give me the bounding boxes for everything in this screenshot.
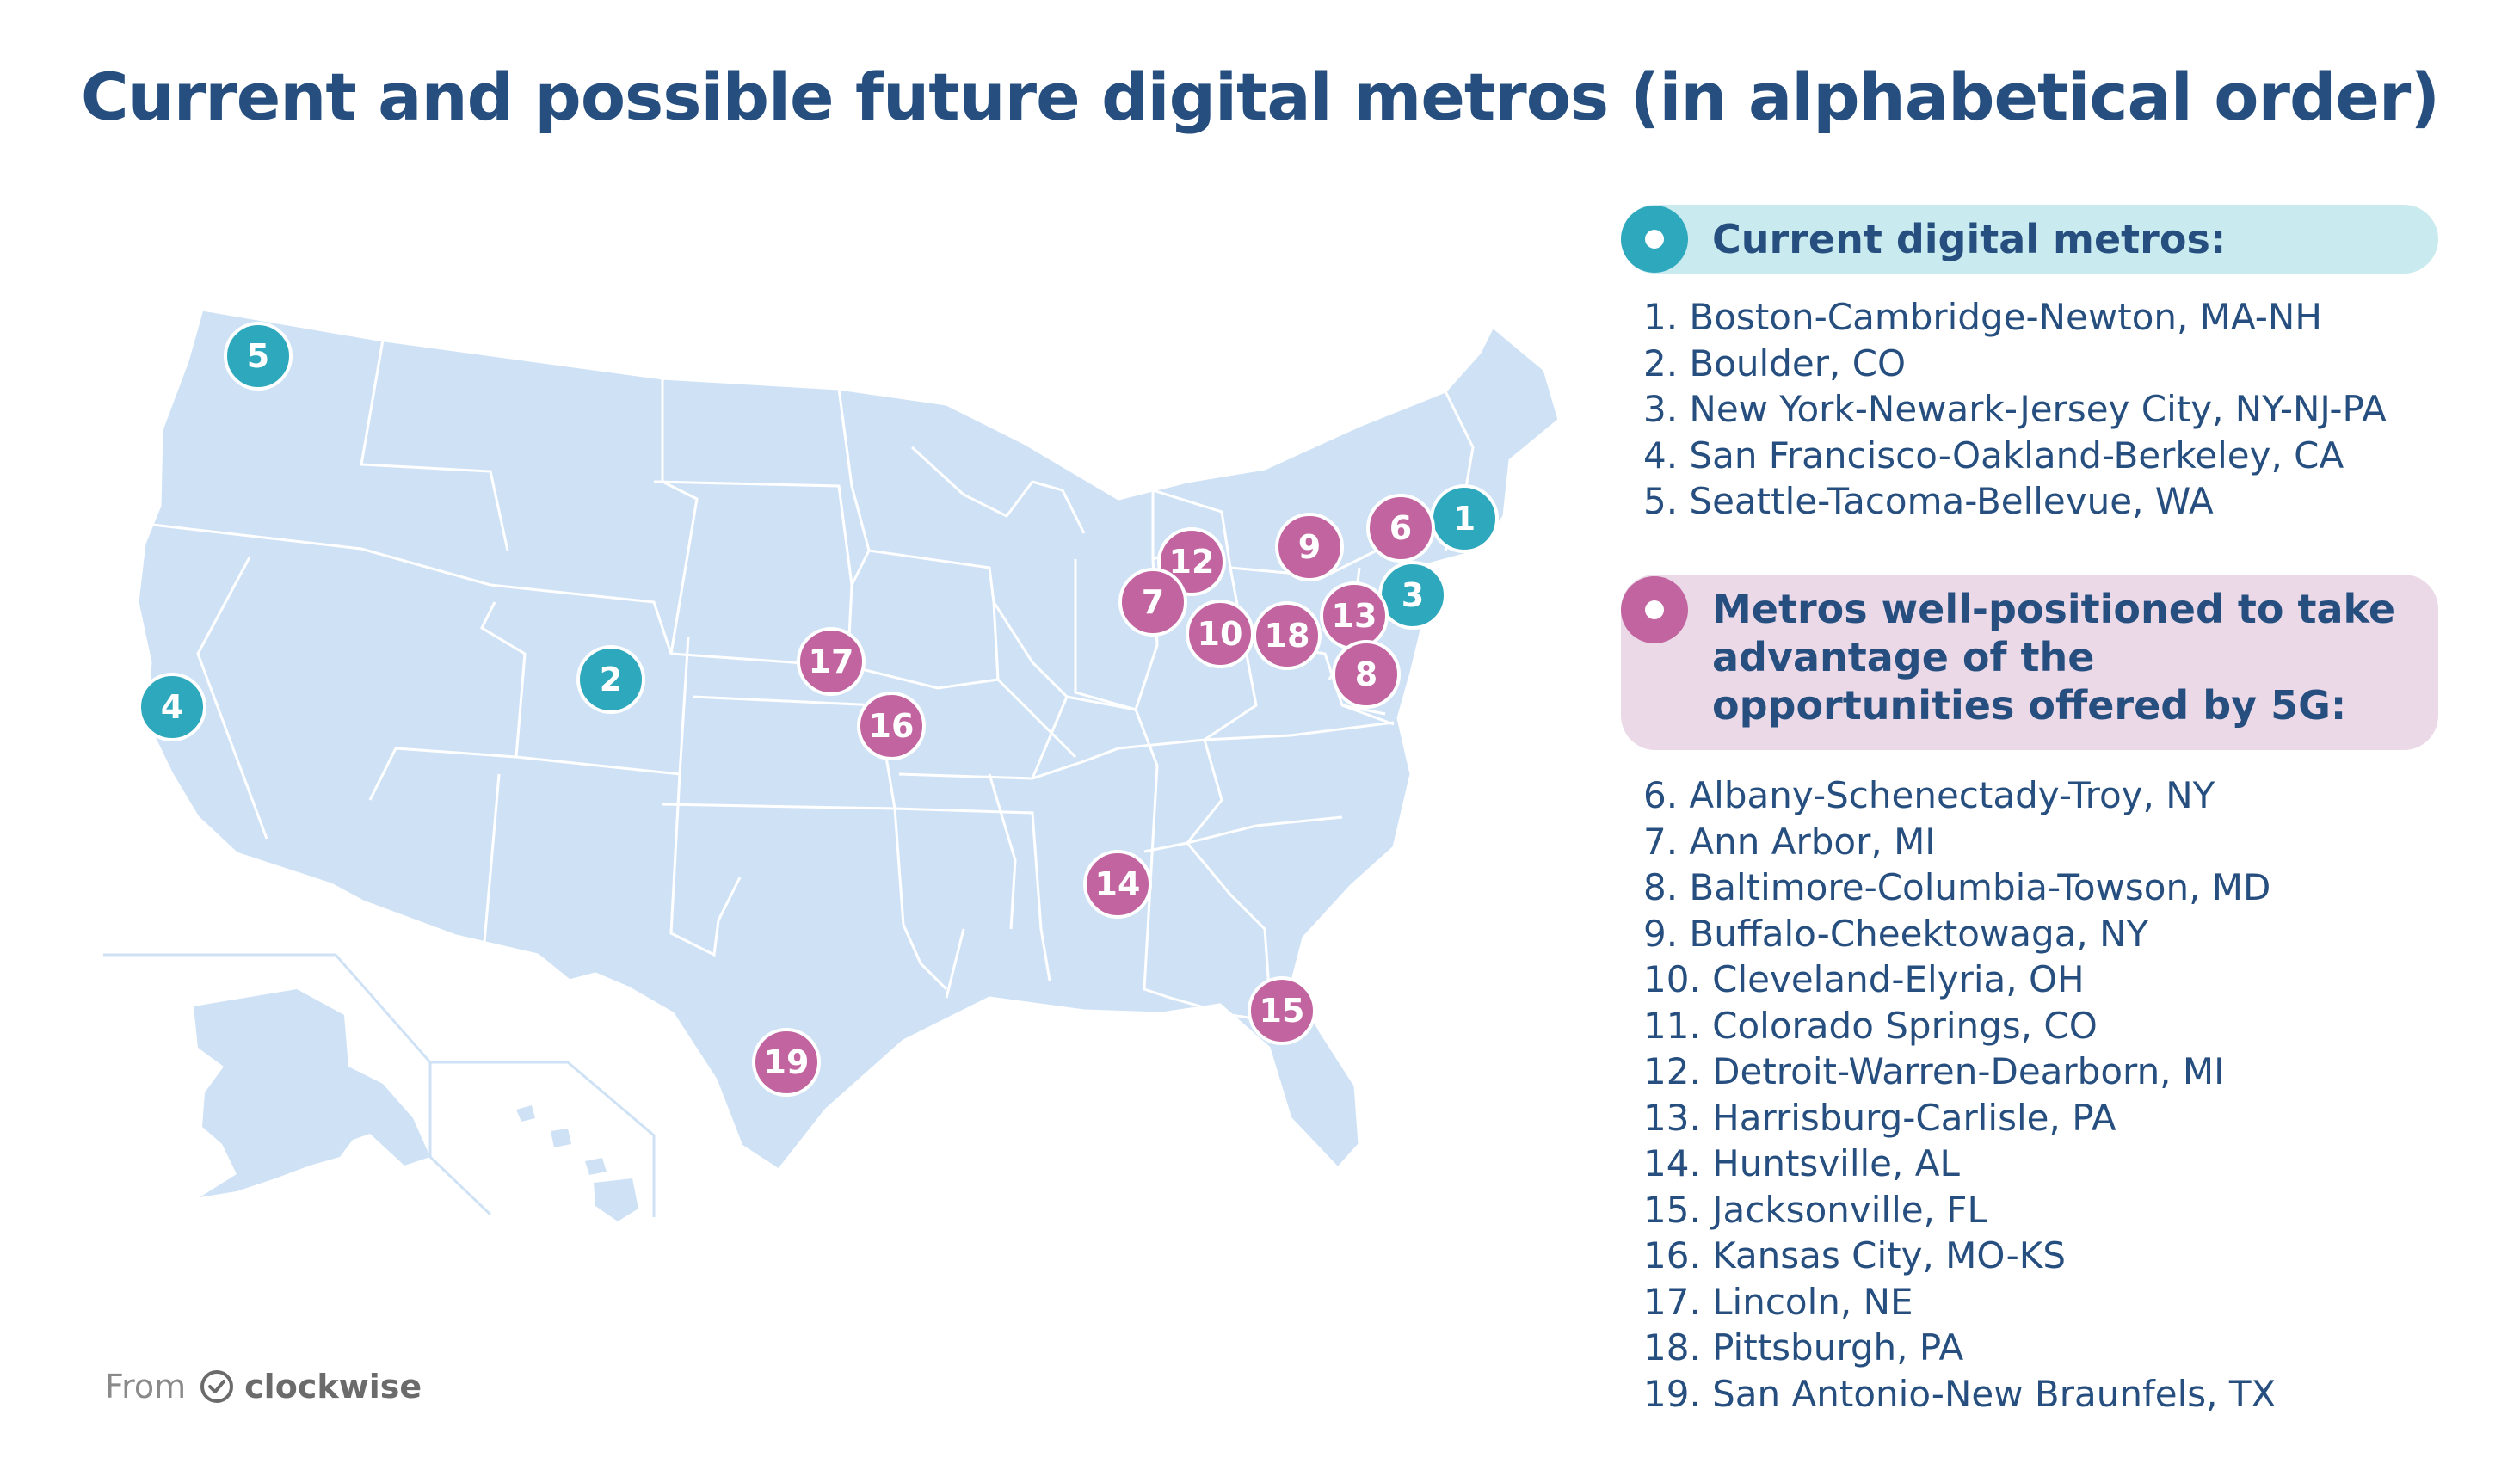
list-item: 2. Boulder, CO bbox=[1643, 341, 1907, 384]
list-item: 1. Boston-Cambridge-Newton, MA-NH bbox=[1643, 296, 2322, 338]
marker-14-label: 14 bbox=[1095, 865, 1141, 903]
marker-8[interactable]: 8 bbox=[1332, 640, 1401, 709]
marker-2[interactable]: 2 bbox=[576, 645, 645, 714]
hawaii-land bbox=[516, 1105, 638, 1221]
footer-credit: From clockwise bbox=[105, 1368, 422, 1406]
list-item: 17. Lincoln, NE bbox=[1643, 1280, 1913, 1323]
contiguous-us-land bbox=[136, 308, 1561, 1172]
marker-19[interactable]: 19 bbox=[752, 1028, 821, 1097]
marker-19-label: 19 bbox=[764, 1043, 810, 1081]
marker-18[interactable]: 18 bbox=[1253, 601, 1322, 670]
inset-divider bbox=[103, 953, 656, 1217]
future-metros-list: 6. Albany-Schenectady-Troy, NY 7. Ann Ar… bbox=[1643, 772, 2276, 1417]
list-item: 18. Pittsburgh, PA bbox=[1643, 1326, 1964, 1369]
legend-future-title: Metros well-positioned to take advantage… bbox=[1712, 586, 2396, 729]
marker-2-label: 2 bbox=[600, 661, 622, 698]
marker-7[interactable]: 7 bbox=[1118, 568, 1187, 637]
marker-13-label: 13 bbox=[1332, 597, 1377, 635]
marker-17-label: 17 bbox=[809, 643, 854, 680]
marker-4-label: 4 bbox=[161, 688, 183, 726]
list-item: 15. Jacksonville, FL bbox=[1643, 1188, 1987, 1231]
marker-3-label: 3 bbox=[1402, 576, 1424, 614]
footer-from: From bbox=[105, 1368, 187, 1406]
legend-future-header: Metros well-positioned to take advantage… bbox=[1621, 575, 2438, 750]
list-item: 5. Seattle-Tacoma-Bellevue, WA bbox=[1643, 480, 2214, 522]
marker-12-label: 12 bbox=[1169, 543, 1215, 581]
list-item: 9. Buffalo-Cheektowaga, NY bbox=[1643, 912, 2149, 955]
marker-4[interactable]: 4 bbox=[138, 673, 206, 741]
marker-1[interactable]: 1 bbox=[1430, 484, 1499, 553]
legend-current-title: Current digital metros: bbox=[1712, 216, 2227, 262]
list-item: 8. Baltimore-Columbia-Towson, MD bbox=[1643, 866, 2271, 908]
marker-6[interactable]: 6 bbox=[1366, 494, 1435, 563]
marker-18-label: 18 bbox=[1265, 617, 1310, 655]
state-borders bbox=[137, 339, 1490, 1025]
marker-1-label: 1 bbox=[1453, 500, 1476, 538]
marker-5[interactable]: 5 bbox=[224, 322, 293, 391]
list-item: 16. Kansas City, MO-KS bbox=[1643, 1234, 2066, 1276]
marker-9[interactable]: 9 bbox=[1275, 513, 1344, 581]
legend-current-header: Current digital metros: bbox=[1621, 205, 2438, 274]
marker-10[interactable]: 10 bbox=[1186, 600, 1254, 668]
list-item: 7. Ann Arbor, MI bbox=[1643, 820, 1936, 863]
page-title: Current and possible future digital metr… bbox=[80, 58, 2440, 135]
marker-3[interactable]: 3 bbox=[1378, 561, 1447, 630]
alaska-land bbox=[194, 989, 430, 1197]
list-item: 19. San Antonio-New Braunfels, TX bbox=[1643, 1372, 2277, 1415]
marker-16[interactable]: 16 bbox=[857, 692, 926, 760]
marker-8-label: 8 bbox=[1355, 655, 1377, 693]
marker-5-label: 5 bbox=[247, 337, 269, 375]
marker-7-label: 7 bbox=[1142, 583, 1164, 621]
marker-14[interactable]: 14 bbox=[1083, 850, 1152, 919]
marker-6-label: 6 bbox=[1389, 509, 1412, 547]
clock-check-icon bbox=[200, 1370, 234, 1403]
brand-logo-text[interactable]: clockwise bbox=[244, 1368, 422, 1406]
marker-13[interactable]: 13 bbox=[1320, 581, 1389, 650]
marker-17[interactable]: 17 bbox=[797, 627, 866, 696]
pink-dot-icon bbox=[1621, 576, 1688, 643]
teal-dot-icon bbox=[1621, 206, 1688, 273]
marker-15[interactable]: 15 bbox=[1248, 976, 1316, 1045]
list-item: 10. Cleveland-Elyria, OH bbox=[1643, 958, 2085, 1000]
list-item: 3. New York-Newark-Jersey City, NY-NJ-PA bbox=[1643, 388, 2387, 430]
marker-9-label: 9 bbox=[1298, 528, 1321, 566]
list-item: 12. Detroit-Warren-Dearborn, MI bbox=[1643, 1050, 2225, 1092]
marker-16-label: 16 bbox=[869, 707, 915, 745]
list-item: 4. San Francisco-Oakland-Berkeley, CA bbox=[1643, 434, 2344, 477]
current-metros-list: 1. Boston-Cambridge-Newton, MA-NH 2. Bou… bbox=[1643, 294, 2387, 525]
marker-15-label: 15 bbox=[1260, 992, 1305, 1030]
us-map: 1 2 5 4 9 6 3 12 7 10 18 13 bbox=[103, 308, 1561, 1221]
list-item: 6. Albany-Schenectady-Troy, NY bbox=[1643, 774, 2215, 816]
marker-10-label: 10 bbox=[1198, 615, 1243, 653]
list-item: 14. Huntsville, AL bbox=[1643, 1142, 1960, 1184]
list-item: 11. Colorado Springs, CO bbox=[1643, 1004, 2098, 1047]
list-item: 13. Harrisburg-Carlisle, PA bbox=[1643, 1096, 2116, 1139]
